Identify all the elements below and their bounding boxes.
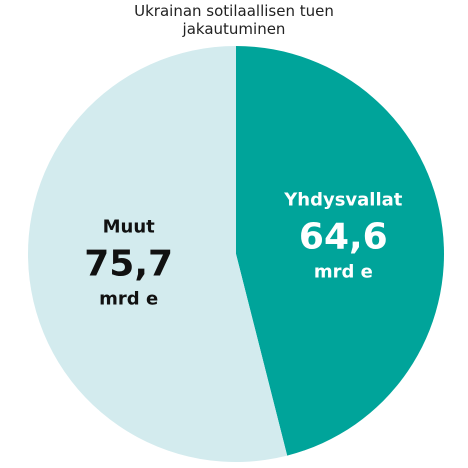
pie-slice <box>28 46 288 462</box>
slice-name: Yhdysvallat <box>283 190 403 211</box>
slice-name: Muut <box>103 216 156 237</box>
slice-unit: mrd e <box>99 288 158 309</box>
chart-title: Ukrainan sotilaallisen tuen jakautuminen <box>134 2 334 38</box>
pie-slice <box>236 46 445 456</box>
slice-value: 64,6 <box>299 217 388 258</box>
slice-value: 75,7 <box>84 243 173 284</box>
slice-unit: mrd e <box>314 262 373 283</box>
